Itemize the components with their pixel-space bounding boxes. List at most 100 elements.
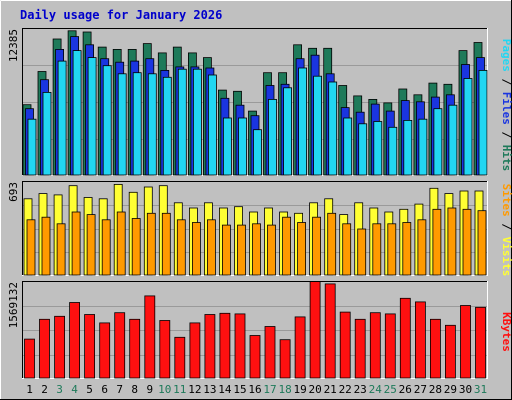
x-tick-label-23: 23	[354, 383, 367, 396]
bar-pages-day-7	[117, 73, 127, 176]
bar-sites-day-14	[221, 224, 231, 276]
x-tick-label-21: 21	[324, 383, 337, 396]
bar-pages-day-30	[463, 78, 473, 176]
bar-sites-day-27	[417, 219, 427, 276]
bar-kbytes-day-10	[159, 320, 171, 379]
bar-sites-day-12	[191, 222, 201, 276]
bar-kbytes-day-31	[475, 306, 486, 379]
bar-pages-day-5	[87, 57, 97, 176]
x-tick-label-12: 12	[188, 383, 201, 396]
bar-pages-day-16	[253, 129, 262, 176]
bar-sites-day-4	[71, 211, 81, 276]
y-max-label: 693	[7, 182, 20, 202]
panel-visits-sites: 693	[7, 181, 488, 276]
bar-kbytes-day-4	[69, 302, 80, 379]
bar-sites-day-25	[387, 223, 397, 276]
bar-kbytes-day-7	[114, 312, 126, 379]
panel-hits-files-pages: 12385	[7, 28, 488, 176]
bar-pages-day-23	[358, 123, 368, 176]
bar-sites-day-9	[146, 212, 156, 276]
bar-pages-day-21	[328, 81, 338, 176]
bar-kbytes-day-29	[444, 324, 456, 379]
bar-sites-day-2	[41, 216, 51, 276]
bar-sites-day-17	[267, 224, 276, 276]
bar-sites-day-19	[297, 222, 307, 276]
bar-pages-day-17	[268, 99, 277, 176]
bar-pages-day-4	[72, 50, 82, 176]
x-tick-label-2: 2	[41, 383, 48, 396]
bar-pages-day-8	[132, 72, 142, 176]
bar-sites-day-29	[447, 207, 457, 276]
bar-pages-day-9	[147, 73, 157, 176]
x-tick-label-29: 29	[444, 383, 457, 396]
bar-kbytes-day-27	[414, 301, 426, 379]
bar-pages-day-19	[298, 67, 308, 176]
bar-kbytes-day-14	[219, 312, 231, 379]
bar-pages-day-18	[283, 87, 293, 176]
bar-pages-day-20	[313, 75, 323, 176]
bar-pages-day-13	[207, 74, 217, 176]
bar-sites-day-6	[101, 219, 111, 276]
bar-sites-day-18	[282, 216, 292, 276]
bar-kbytes-day-30	[460, 305, 471, 379]
bar-sites-day-1	[26, 219, 36, 276]
bar-kbytes-day-8	[129, 318, 141, 379]
bar-sites-day-11	[176, 219, 186, 276]
bar-kbytes-day-15	[234, 313, 246, 379]
x-tick-label-27: 27	[414, 383, 427, 396]
bar-kbytes-day-21	[324, 283, 336, 379]
bar-kbytes-day-3	[54, 315, 65, 379]
x-tick-label-28: 28	[429, 383, 442, 396]
legend-files: Files	[500, 92, 512, 125]
bar-kbytes-day-6	[99, 322, 111, 379]
x-tick-label-3: 3	[56, 383, 63, 396]
bar-kbytes-day-26	[399, 297, 411, 379]
legend-pages: Pages	[500, 39, 512, 72]
x-tick-label-31: 31	[474, 383, 487, 396]
x-tick-label-16: 16	[248, 383, 261, 396]
x-tick-label-14: 14	[218, 383, 232, 396]
x-tick-label-6: 6	[101, 383, 108, 396]
legend-visits-sites: Sites / Visits	[500, 184, 512, 277]
bar-pages-day-31	[478, 70, 488, 176]
bar-pages-day-10	[162, 76, 172, 176]
bar-kbytes-day-2	[39, 318, 50, 379]
bar-pages-day-27	[418, 118, 428, 176]
bar-sites-day-3	[56, 223, 66, 276]
bar-sites-day-13	[206, 219, 216, 276]
bar-kbytes-day-9	[144, 295, 156, 379]
bar-sites-day-31	[477, 210, 487, 276]
x-tick-label-15: 15	[233, 383, 246, 396]
legend-separator-1: /	[500, 72, 512, 92]
x-tick-label-26: 26	[399, 383, 412, 396]
bar-pages-day-24	[373, 121, 383, 176]
x-tick-label-19: 19	[293, 383, 306, 396]
bar-sites-day-5	[86, 214, 96, 276]
x-axis-day-labels: 1 2 3 4 5 6 7 8 9 10 11 12 13 14 15 16 17 18 19 20 21 22 23 24 2…	[26, 383, 487, 396]
x-tick-label-1: 1	[26, 383, 33, 396]
bar-pages-day-26	[403, 120, 413, 176]
x-tick-label-8: 8	[131, 383, 138, 396]
bar-kbytes-day-23	[354, 318, 366, 379]
bar-kbytes-day-1	[24, 338, 35, 379]
legend-hits: Hits	[500, 145, 512, 172]
x-tick-label-11: 11	[173, 383, 186, 396]
bar-pages-day-11	[177, 68, 187, 176]
bar-sites-day-7	[116, 211, 126, 276]
bar-sites-day-10	[161, 212, 171, 276]
bar-kbytes-day-18	[279, 339, 291, 379]
bar-pages-day-1	[27, 118, 37, 176]
bar-sites-day-30	[462, 208, 472, 276]
bar-sites-day-28	[432, 208, 442, 276]
x-tick-label-20: 20	[308, 383, 321, 396]
bar-kbytes-day-19	[294, 316, 306, 379]
x-tick-label-24: 24	[369, 383, 383, 396]
bar-sites-day-21	[327, 212, 337, 276]
x-tick-label-5: 5	[86, 383, 93, 396]
bar-sites-day-23	[357, 228, 367, 276]
bar-pages-day-12	[192, 68, 202, 176]
x-tick-label-9: 9	[146, 383, 153, 396]
legend-separator-3: /	[500, 217, 512, 237]
chart-title: Daily usage for January 2026	[20, 8, 222, 22]
